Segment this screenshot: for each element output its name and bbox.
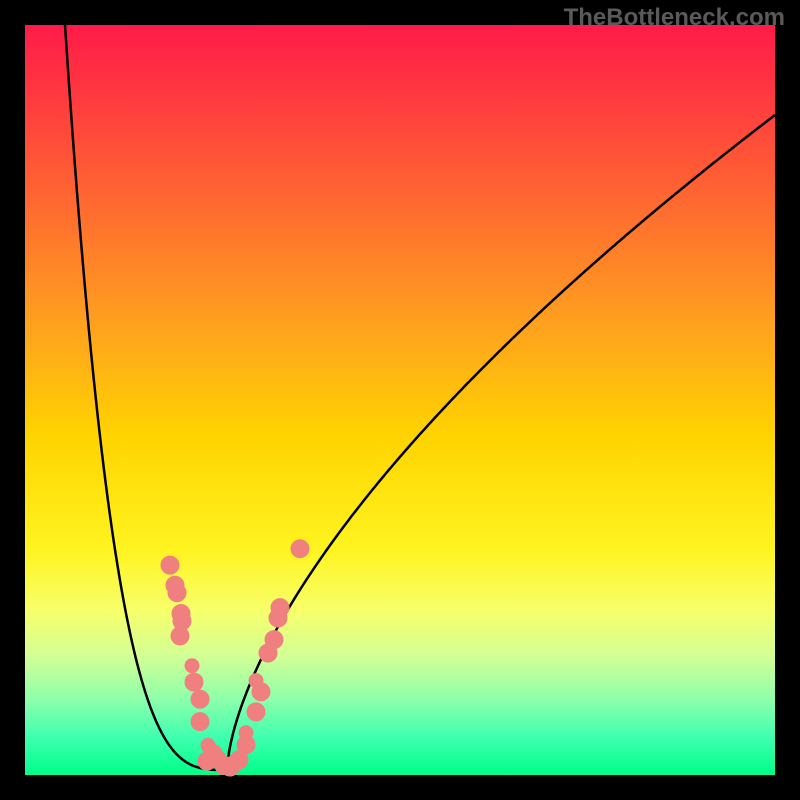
marker-dot xyxy=(161,556,179,574)
marker-dot xyxy=(239,726,253,740)
marker-dot xyxy=(247,703,265,721)
chart-frame: TheBottleneck.com xyxy=(0,0,800,800)
marker-dot xyxy=(271,599,289,617)
marker-dot xyxy=(168,584,186,602)
marker-dot xyxy=(185,673,203,691)
marker-dot xyxy=(265,631,283,649)
bottleneck-curve-plot xyxy=(0,0,800,800)
marker-dot xyxy=(185,659,199,673)
marker-dot xyxy=(191,713,209,731)
marker-dot xyxy=(291,540,309,558)
marker-dot xyxy=(171,627,189,645)
watermark-text: TheBottleneck.com xyxy=(564,4,785,32)
marker-dot xyxy=(249,674,263,688)
marker-dot xyxy=(191,690,209,708)
